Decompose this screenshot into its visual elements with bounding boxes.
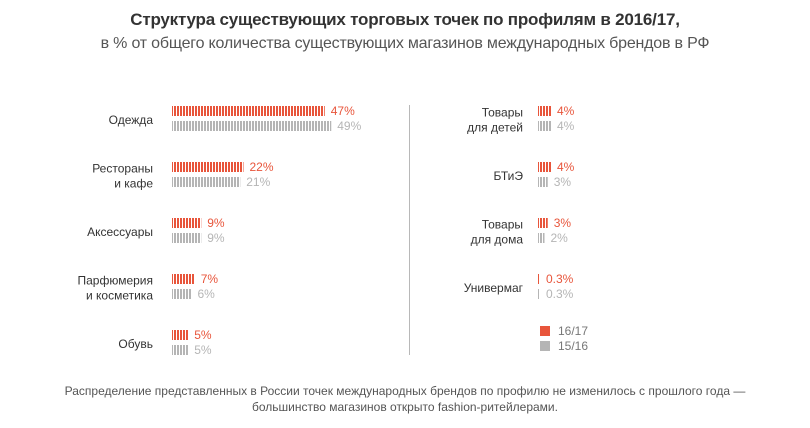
bar-previous xyxy=(172,177,241,187)
category-label: Товары xyxy=(482,106,523,120)
value-label-previous: 3% xyxy=(554,175,572,189)
value-label-current: 22% xyxy=(250,160,274,174)
value-label-previous: 49% xyxy=(337,119,361,133)
bar-previous xyxy=(172,121,332,131)
footnote: Распределение представленных в России то… xyxy=(0,383,810,415)
category-label: Парфюмерия xyxy=(77,274,153,288)
value-label-current: 7% xyxy=(201,272,219,286)
category-label: БТиЭ xyxy=(494,169,524,183)
value-label-current: 0.3% xyxy=(546,272,574,286)
category-label: и кафе xyxy=(114,177,153,191)
category-group: Обувь 5%5% xyxy=(118,328,212,357)
legend-swatch xyxy=(540,326,550,336)
category-label: Универмаг xyxy=(464,281,524,295)
bar-current xyxy=(538,274,540,284)
value-label-current: 47% xyxy=(331,104,355,118)
bar-previous xyxy=(538,289,540,299)
bar-previous xyxy=(172,233,202,243)
bar-current xyxy=(538,218,548,228)
bar-current xyxy=(172,162,244,172)
value-label-current: 4% xyxy=(557,104,575,118)
legend-label: 15/16 xyxy=(558,339,588,353)
footnote-line-2: большинство магазинов открыто fashion-ри… xyxy=(252,400,558,414)
bar-previous xyxy=(538,177,548,187)
legend-label: 16/17 xyxy=(558,324,588,338)
value-label-current: 4% xyxy=(557,160,575,174)
category-group: Аксессуары 9%9% xyxy=(87,216,225,245)
category-label: Рестораны xyxy=(92,162,153,176)
value-label-previous: 4% xyxy=(557,119,575,133)
bar-previous xyxy=(538,121,551,131)
value-label-previous: 9% xyxy=(207,231,225,245)
legend-swatch xyxy=(540,341,550,351)
value-label-current: 3% xyxy=(554,216,572,230)
category-group: Универмаг 0.3%0.3% xyxy=(464,272,574,301)
chart-subtitle: в % от общего количества существующих ма… xyxy=(100,35,710,52)
bar-current xyxy=(172,274,195,284)
category-label: Аксессуары xyxy=(87,225,153,239)
value-label-previous: 5% xyxy=(194,343,212,357)
category-label: Товары xyxy=(482,218,523,232)
value-label-previous: 2% xyxy=(551,231,569,245)
value-label-current: 9% xyxy=(207,216,225,230)
category-label: Одежда xyxy=(109,113,154,127)
legend-item-current: 16/17 xyxy=(540,324,588,338)
bar-previous xyxy=(538,233,545,243)
value-label-previous: 0.3% xyxy=(546,287,574,301)
bar-previous xyxy=(172,289,192,299)
bar-current xyxy=(172,330,189,340)
bar-previous xyxy=(172,345,189,355)
bar-current xyxy=(538,106,551,116)
bar-current xyxy=(172,106,325,116)
bar-current xyxy=(172,218,202,228)
value-label-previous: 21% xyxy=(246,175,270,189)
category-label: Обувь xyxy=(118,337,153,351)
chart-title: Структура существующих торговых точек по… xyxy=(130,10,680,29)
panel-divider xyxy=(409,105,410,355)
category-group: Одежда 47%49% xyxy=(109,104,362,133)
category-label: для детей xyxy=(467,121,523,135)
value-label-previous: 6% xyxy=(198,287,216,301)
bar-current xyxy=(538,162,551,172)
legend-item-previous: 15/16 xyxy=(540,339,588,353)
category-label: для дома xyxy=(471,233,524,247)
footnote-line-1: Распределение представленных в России то… xyxy=(64,384,746,398)
value-label-current: 5% xyxy=(194,328,212,342)
category-label: и косметика xyxy=(86,289,153,303)
category-group: БТиЭ 4%3% xyxy=(494,160,575,189)
